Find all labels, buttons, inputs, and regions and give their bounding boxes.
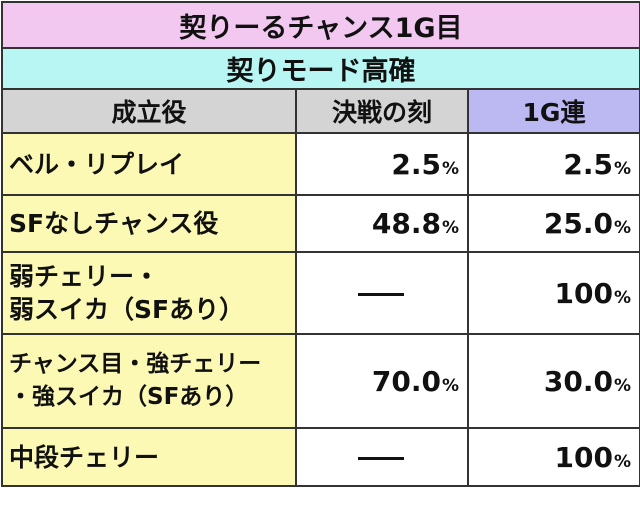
row-label-line: 弱スイカ（SFあり）	[9, 295, 245, 324]
dash-mark: —	[358, 293, 404, 296]
header-battle: 決戦の刻	[295, 88, 469, 134]
row-label: チャンス目・強チェリー ・強スイカ（SFあり）	[1, 333, 297, 429]
consecutive-value: 30.0%	[467, 333, 640, 429]
mode-title: 契りモード高確	[1, 47, 640, 90]
row-label-line: 中段チェリー	[9, 442, 160, 472]
consecutive-value: 100%	[467, 427, 640, 487]
table-title: 契りーるチャンス1G目	[1, 1, 640, 49]
consecutive-value: 25.0%	[467, 194, 640, 253]
value-number: 2.5	[391, 147, 441, 181]
percent-sign: %	[613, 451, 631, 472]
row-label-line: ・強スイカ（SFあり）	[9, 384, 249, 410]
row-label: SFなしチャンス役	[1, 194, 297, 253]
row-label-line: ベル・リプレイ	[9, 149, 185, 179]
table-row: ベル・リプレイ 2.5% 2.5%	[1, 132, 640, 196]
table-row: チャンス目・強チェリー ・強スイカ（SFあり） 70.0% 30.0%	[1, 333, 640, 429]
percent-sign: %	[441, 375, 459, 396]
value-number: 30.0	[543, 364, 613, 398]
value-number: 2.5	[563, 147, 613, 181]
value-number: 100	[554, 276, 613, 310]
consecutive-value: 2.5%	[467, 132, 640, 196]
battle-value: 70.0%	[295, 333, 469, 429]
battle-value: 2.5%	[295, 132, 469, 196]
table-row: 弱チェリー・弱スイカ（SFあり） — 100%	[1, 251, 640, 335]
row-label-line: 弱チェリー・	[9, 262, 160, 291]
percent-sign: %	[441, 218, 459, 238]
dash-mark: —	[358, 457, 404, 460]
battle-value-dash: —	[295, 251, 469, 335]
row-label: 弱チェリー・弱スイカ（SFあり）	[1, 251, 297, 335]
percent-sign: %	[613, 375, 631, 396]
percent-sign: %	[613, 218, 631, 238]
row-label-line: チャンス目・強チェリー	[9, 351, 262, 377]
row-label: ベル・リプレイ	[1, 132, 297, 196]
header-consecutive: 1G連	[467, 88, 640, 134]
percent-sign: %	[441, 158, 459, 179]
row-label-line: SFなしチャンス役	[9, 209, 219, 238]
battle-value-dash: —	[295, 427, 469, 487]
row-label: 中段チェリー	[1, 427, 297, 487]
percent-sign: %	[613, 158, 631, 179]
title-row: 契りーるチャンス1G目	[1, 1, 640, 49]
header-role: 成立役	[1, 88, 297, 134]
probability-table: 契りーるチャンス1G目 契りモード高確 成立役 決戦の刻 1G連 ベル・リプレイ…	[1, 1, 640, 487]
value-number: 48.8	[371, 207, 441, 240]
value-number: 25.0	[543, 207, 613, 240]
header-row: 成立役 決戦の刻 1G連	[1, 88, 640, 134]
table-row: 中段チェリー — 100%	[1, 427, 640, 487]
battle-value: 48.8%	[295, 194, 469, 253]
percent-sign: %	[613, 287, 631, 308]
table-row: SFなしチャンス役 48.8% 25.0%	[1, 194, 640, 253]
consecutive-value: 100%	[467, 251, 640, 335]
value-number: 100	[554, 440, 613, 474]
value-number: 70.0	[371, 364, 441, 398]
mode-row: 契りモード高確	[1, 47, 640, 90]
